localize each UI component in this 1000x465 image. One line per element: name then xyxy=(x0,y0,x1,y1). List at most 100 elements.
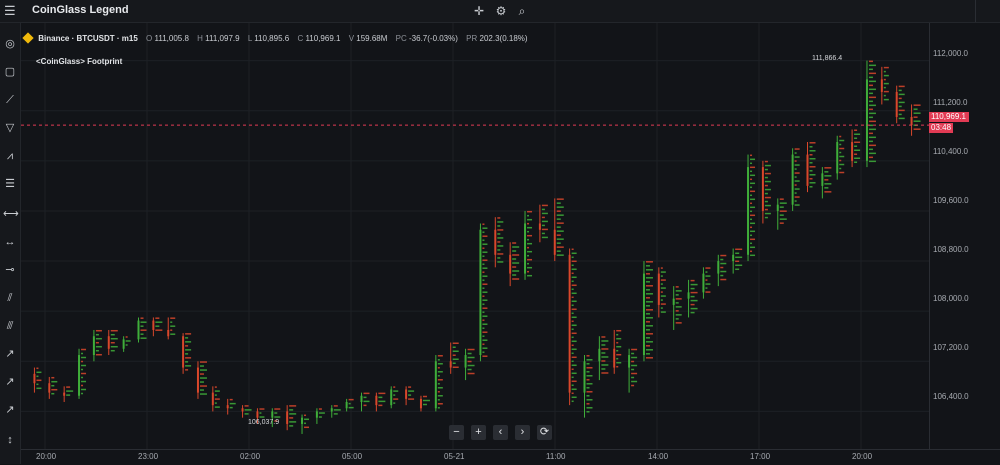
footprint-tick xyxy=(556,198,564,200)
footprint-tick xyxy=(482,291,488,293)
footprint-tick xyxy=(393,398,399,400)
footprint-tick xyxy=(764,196,771,199)
crosshair-icon[interactable]: ✛ xyxy=(473,4,485,18)
footprint-tick xyxy=(482,231,485,233)
footprint-tick xyxy=(497,241,501,243)
ray-icon[interactable]: ↗ xyxy=(5,348,15,360)
footprint-tick xyxy=(185,365,192,367)
low-label: L xyxy=(247,34,252,43)
triangle-icon[interactable]: ▽ xyxy=(5,122,15,134)
footprint-tick xyxy=(586,395,590,397)
cursor-icon[interactable]: ◎ xyxy=(5,38,15,50)
footprint-tick xyxy=(601,368,606,370)
footprint-tick xyxy=(95,337,102,340)
drawing-toolbar: ◎ ▢ ⟋ ▽ ⩘ ☰ ⟷ ↔ ⊸ ⫽ ⫻ ↗ ↗ ↗ ↕ xyxy=(0,23,21,464)
footprint-tick xyxy=(467,348,475,351)
footprint-tick xyxy=(601,344,606,346)
price-chart[interactable] xyxy=(21,23,929,463)
footprint-tick xyxy=(318,412,325,414)
fib-icon[interactable]: ☰ xyxy=(5,178,15,190)
footprint-tick xyxy=(199,369,207,371)
footprint-tick xyxy=(675,306,682,308)
footprint-tick xyxy=(794,188,800,190)
footprint-tick xyxy=(482,243,488,245)
scroll-left-button[interactable]: ‹ xyxy=(493,425,508,440)
footprint-tick xyxy=(393,386,396,388)
footprint-tick xyxy=(571,364,577,367)
footprint-tick xyxy=(556,202,561,204)
footprint-tick xyxy=(199,373,204,375)
open-label: O xyxy=(146,34,153,43)
footprint-tick xyxy=(645,317,653,319)
footprint-tick xyxy=(170,329,173,331)
footprint-tick xyxy=(854,141,861,143)
parallel-channel-icon[interactable]: ⫽ xyxy=(7,292,13,304)
vertical-line-icon[interactable]: ↕ xyxy=(7,434,13,446)
footprint-tick xyxy=(393,390,399,392)
zoom-out-button[interactable]: − xyxy=(449,425,464,440)
footprint-tick xyxy=(868,132,873,135)
menu-icon[interactable]: ☰ xyxy=(4,3,16,18)
price-axis[interactable] xyxy=(929,23,1000,449)
candle-body xyxy=(524,223,527,274)
footprint-tick xyxy=(185,353,189,355)
footprint-tick xyxy=(645,273,650,275)
footprint-tick xyxy=(527,226,533,229)
footprint-tick xyxy=(764,180,771,183)
horizontal-line-icon[interactable]: ↔ xyxy=(4,236,16,248)
scroll-right-button[interactable]: › xyxy=(515,425,530,440)
time-label: 11:00 xyxy=(546,452,566,461)
extended-line-icon[interactable]: ⊸ xyxy=(5,264,15,276)
footprint-tick xyxy=(750,190,756,193)
candle-body xyxy=(330,408,333,412)
footprint-tick xyxy=(274,420,278,422)
trendline-icon[interactable]: ⟋ xyxy=(6,94,14,106)
footprint-tick xyxy=(155,325,160,327)
footprint-tick xyxy=(779,198,784,200)
candle-body xyxy=(479,229,482,356)
footprint-tick xyxy=(660,287,666,289)
footprint-tick xyxy=(378,392,386,395)
footprint-tick xyxy=(883,94,886,97)
footprint-tick xyxy=(690,279,695,282)
footprint-tick xyxy=(720,270,727,273)
price-label: 112,000.0 xyxy=(933,49,968,58)
arrow-icon[interactable]: ↗ xyxy=(5,376,15,388)
footprint-tick xyxy=(750,226,753,229)
candle-body xyxy=(672,298,675,305)
time-axis[interactable] xyxy=(21,449,1000,465)
reset-chart-button[interactable]: ⟳ xyxy=(537,425,552,440)
footprint-tick xyxy=(185,369,189,371)
footprint-tick xyxy=(185,349,192,351)
footprint-tick xyxy=(750,194,753,197)
footprint-tick xyxy=(898,117,905,120)
footprint-tick xyxy=(541,236,548,239)
footprint-tick xyxy=(898,109,905,112)
search-icon[interactable]: ⌕ xyxy=(518,4,526,18)
footprint-tick xyxy=(541,228,548,231)
gear-icon[interactable]: ⚙ xyxy=(495,4,507,18)
footprint-tick xyxy=(660,275,663,277)
footprint-tick xyxy=(437,403,443,405)
footprint-tick xyxy=(497,245,504,247)
footprint-tick xyxy=(571,324,577,327)
horizontal-ray-icon[interactable]: ⟷ xyxy=(3,208,19,220)
footprint-tick xyxy=(274,412,278,414)
pitchfork-icon[interactable]: ⫻ xyxy=(6,320,14,332)
footprint-tick xyxy=(794,172,800,174)
path-icon[interactable]: ⩘ xyxy=(6,150,14,162)
footprint-tick xyxy=(289,417,294,419)
price-label: 109,600.0 xyxy=(933,196,969,205)
candle-body xyxy=(568,254,571,393)
chart-area[interactable] xyxy=(21,23,929,463)
footprint-tick xyxy=(482,347,488,349)
footprint-tick xyxy=(645,329,650,331)
info-line-icon[interactable]: ↗ xyxy=(5,404,15,416)
zoom-in-button[interactable]: + xyxy=(471,425,486,440)
footprint-tick xyxy=(527,262,530,265)
indicator-label[interactable]: <CoinGlass> Footprint xyxy=(36,57,123,66)
candle-body xyxy=(836,142,839,174)
footprint-tick xyxy=(750,154,753,157)
rectangle-icon[interactable]: ▢ xyxy=(4,66,16,78)
footprint-tick xyxy=(809,178,813,180)
